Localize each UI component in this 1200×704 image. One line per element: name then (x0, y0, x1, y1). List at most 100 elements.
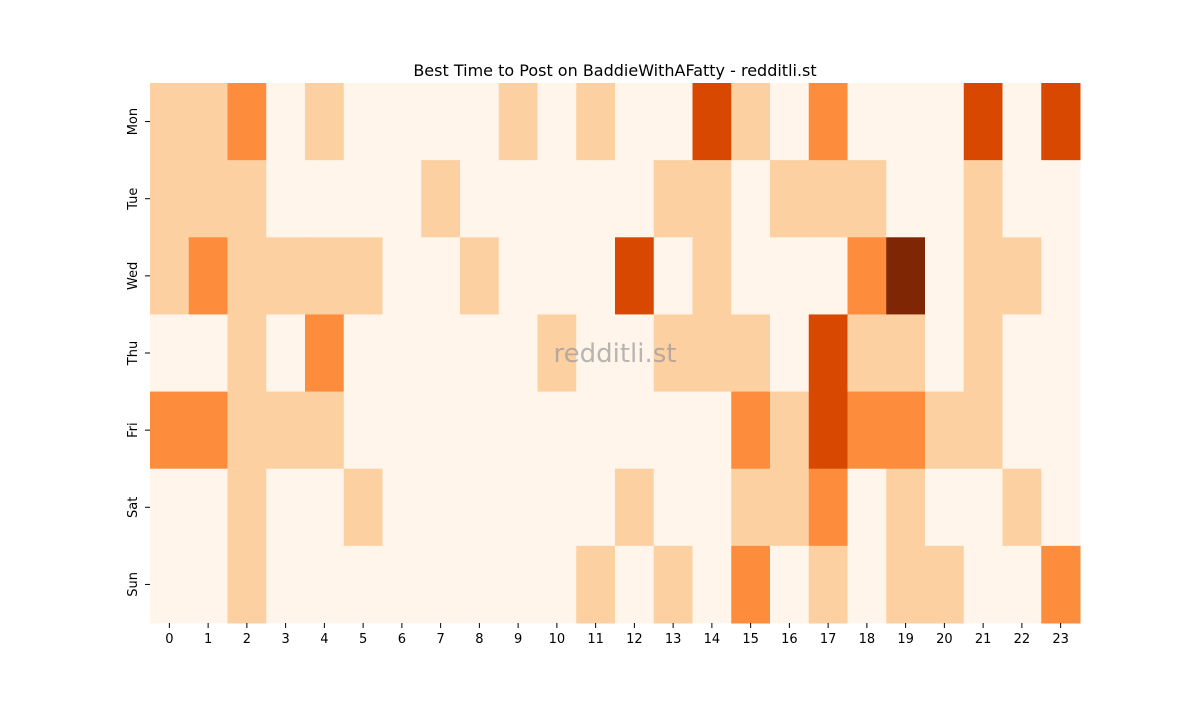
heat-cell (188, 468, 228, 547)
heat-cell (227, 468, 267, 547)
heat-cell (382, 83, 422, 161)
heat-cell (421, 468, 461, 547)
x-tick-label: 12 (626, 632, 643, 647)
heat-cell (653, 237, 693, 315)
heat-cell (731, 391, 771, 470)
heat-cell (886, 237, 926, 315)
heat-cell (653, 314, 693, 393)
heat-cell (421, 160, 461, 238)
heat-cell (343, 545, 383, 624)
x-tick-label: 22 (1014, 632, 1031, 647)
heat-cell (808, 391, 848, 470)
heat-cell (266, 314, 306, 393)
heat-cell (886, 545, 926, 624)
heat-cell (692, 314, 732, 393)
heat-cell (382, 468, 422, 547)
heat-cell (847, 468, 887, 547)
heat-cell (925, 237, 965, 315)
heat-cell (731, 83, 771, 161)
heat-cell (1041, 160, 1081, 238)
heat-cell (421, 237, 461, 315)
x-tick-label: 6 (398, 632, 406, 647)
x-tick-label: 2 (243, 632, 251, 647)
y-tick-label: Fri (126, 422, 141, 438)
heat-cell (963, 391, 1003, 470)
heat-cell (692, 83, 732, 161)
heat-cell (847, 160, 887, 238)
heat-cell (227, 391, 267, 470)
x-tick-label: 13 (665, 632, 682, 647)
heat-cell (266, 83, 306, 161)
heat-cell (188, 83, 228, 161)
x-tick-label: 9 (514, 632, 522, 647)
heat-cell (770, 160, 810, 238)
heat-cell (847, 314, 887, 393)
heat-cell (770, 237, 810, 315)
heat-cell (188, 314, 228, 393)
heat-cell (537, 545, 577, 624)
y-tick-label: Sun (126, 572, 141, 597)
x-tick-label: 21 (975, 632, 992, 647)
heat-cell (421, 83, 461, 161)
heat-cell (847, 237, 887, 315)
heat-cell (305, 391, 345, 470)
heat-cell (1002, 83, 1042, 161)
heat-cell (305, 314, 345, 393)
heat-cell (266, 391, 306, 470)
heat-cell (925, 391, 965, 470)
x-tick-label: 0 (165, 632, 173, 647)
heat-cell (150, 83, 190, 161)
heat-cell (1041, 314, 1081, 393)
watermark: redditli.st (554, 339, 677, 369)
heat-cell (886, 391, 926, 470)
heat-cell (615, 545, 655, 624)
heat-cell (1041, 83, 1081, 161)
heat-cell (537, 468, 577, 547)
heat-cell (343, 237, 383, 315)
heat-cell (498, 314, 538, 393)
heat-cell (421, 391, 461, 470)
heat-cell (731, 314, 771, 393)
heat-cell (692, 391, 732, 470)
x-tick-label: 15 (742, 632, 759, 647)
y-tick-label: Sat (126, 497, 141, 518)
heat-cell (343, 468, 383, 547)
heat-cell (576, 237, 616, 315)
heat-cell (150, 314, 190, 393)
heat-cell (382, 160, 422, 238)
heat-cell (150, 545, 190, 624)
heat-cell (615, 160, 655, 238)
heat-cell (460, 468, 500, 547)
heat-cell (808, 468, 848, 547)
x-tick-label: 23 (1052, 632, 1069, 647)
heat-cell (886, 160, 926, 238)
x-tick-label: 11 (587, 632, 604, 647)
heat-cell (343, 160, 383, 238)
heat-cell (305, 83, 345, 161)
heat-cell (731, 237, 771, 315)
heat-cell (576, 545, 616, 624)
heat-cell (266, 237, 306, 315)
heat-cell (150, 468, 190, 547)
heat-cell (537, 237, 577, 315)
heat-cell (808, 545, 848, 624)
x-tick-label: 20 (936, 632, 953, 647)
heat-cell (305, 468, 345, 547)
x-tick-label: 14 (704, 632, 721, 647)
heat-cell (653, 391, 693, 470)
heat-cell (343, 391, 383, 470)
heat-cell (305, 160, 345, 238)
heat-cell (615, 237, 655, 315)
x-tick-label: 10 (549, 632, 566, 647)
x-tick-label: 4 (320, 632, 328, 647)
heat-cell (963, 83, 1003, 161)
heat-cell (615, 314, 655, 393)
heat-cell (886, 314, 926, 393)
heat-cell (692, 160, 732, 238)
heat-cell (537, 160, 577, 238)
heat-cell (382, 545, 422, 624)
heat-cell (808, 237, 848, 315)
heat-cell (770, 545, 810, 624)
heat-cell (808, 160, 848, 238)
heat-cell (692, 237, 732, 315)
